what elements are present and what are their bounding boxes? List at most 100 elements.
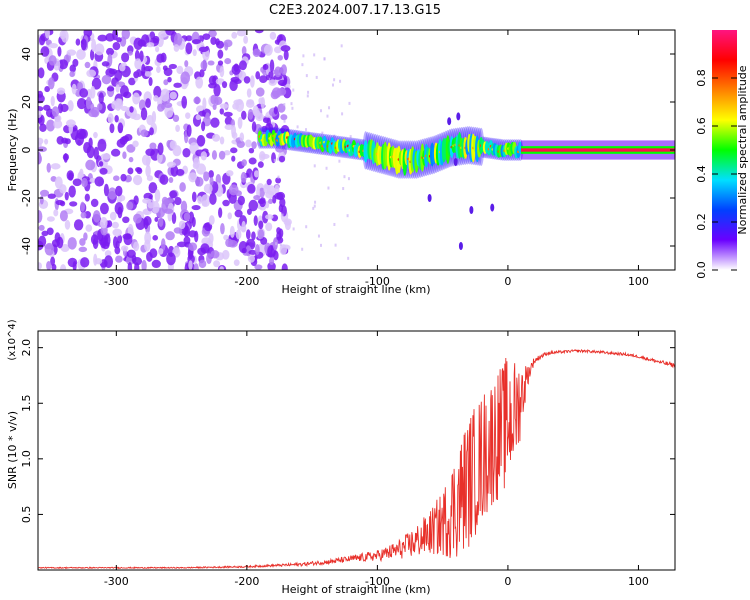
noise-cell <box>83 232 88 241</box>
noise-cell <box>333 78 336 82</box>
noise-cell <box>283 119 286 123</box>
noise-cell <box>200 151 208 161</box>
noise-cell <box>227 212 233 220</box>
noise-cell <box>320 243 323 247</box>
noise-cell <box>133 213 142 224</box>
noise-cell <box>233 99 243 106</box>
noise-cell <box>129 106 134 113</box>
snr-x-ticks: -300 -200 -100 0 100 <box>104 331 649 588</box>
noise-cell <box>340 44 343 48</box>
noise-cell <box>132 113 142 121</box>
snr-y-label: SNR (10 * v/v) <box>6 411 19 489</box>
noise-cell <box>193 96 201 105</box>
snr-y-tick-label: 0.5 <box>20 506 33 524</box>
noise-cell <box>217 60 224 66</box>
noise-cell <box>60 264 67 270</box>
noise-cell <box>276 227 281 235</box>
noise-cell <box>76 49 86 60</box>
noise-cell <box>154 216 159 223</box>
noise-cell <box>202 33 211 40</box>
noise-cell <box>84 61 91 69</box>
noise-cell <box>180 71 191 85</box>
noise-cell <box>314 200 317 204</box>
noise-cell <box>248 157 257 165</box>
noise-cell <box>191 191 197 203</box>
noise-cell <box>195 176 204 187</box>
noise-cell <box>173 82 182 88</box>
noise-cell <box>133 71 140 79</box>
noise-cell <box>219 66 225 78</box>
noise-cell <box>341 112 344 116</box>
noise-cell <box>46 261 52 270</box>
noise-cell <box>239 132 245 142</box>
noise-cell <box>173 227 183 234</box>
noise-cell <box>85 96 92 110</box>
signal-outlier <box>412 338 416 346</box>
noise-cell <box>292 88 295 92</box>
noise-cell <box>80 211 87 219</box>
noise-cell <box>186 124 192 137</box>
noise-cell <box>283 103 286 107</box>
noise-cell <box>193 157 200 168</box>
noise-cell <box>146 42 155 48</box>
noise-cell <box>154 189 161 203</box>
noise-cell <box>280 45 291 52</box>
snr-y-tick-label: 1.5 <box>20 395 33 413</box>
noise-cell <box>143 65 154 72</box>
noise-cell <box>79 238 86 246</box>
noise-cell <box>266 178 272 186</box>
noise-cell <box>79 88 89 98</box>
noise-cell <box>114 69 123 82</box>
noise-cell <box>188 172 198 183</box>
spectrogram-y-tick-label: 20 <box>20 95 33 109</box>
noise-cell <box>265 214 274 220</box>
noise-cell <box>203 171 210 182</box>
noise-cell <box>59 184 67 194</box>
noise-cell <box>239 60 247 71</box>
noise-cell <box>342 187 345 191</box>
noise-cell <box>195 114 201 121</box>
noise-cell <box>61 30 69 43</box>
noise-cell <box>158 30 168 38</box>
noise-cell <box>64 138 71 145</box>
noise-cell <box>258 220 264 230</box>
noise-cell <box>98 161 104 167</box>
noise-cell <box>166 161 177 168</box>
noise-cell <box>64 219 71 230</box>
noise-cell <box>38 67 45 79</box>
spectrogram-y-tick-label: -20 <box>20 189 33 207</box>
noise-cell <box>277 175 280 179</box>
noise-cell <box>72 58 79 67</box>
noise-cell <box>38 35 46 46</box>
noise-cell <box>79 168 84 179</box>
noise-cell <box>233 259 240 266</box>
noise-cell <box>205 112 210 120</box>
noise-cell <box>175 124 180 133</box>
noise-cell <box>207 60 215 66</box>
noise-cell <box>60 243 70 253</box>
spectrogram-y-tick-label: -40 <box>20 237 33 255</box>
noise-cell <box>165 30 175 36</box>
noise-cell <box>39 123 47 133</box>
noise-cell <box>221 81 228 89</box>
noise-cell <box>233 78 242 85</box>
noise-cell <box>145 148 156 156</box>
colorbar-label: Normalized spectral amplitude <box>736 65 749 234</box>
noise-cell <box>237 195 245 206</box>
noise-cell <box>46 162 51 173</box>
noise-cell <box>55 199 65 206</box>
noise-cell <box>44 30 50 39</box>
noise-cell <box>208 30 217 38</box>
noise-cell <box>153 95 159 102</box>
signal-outlier <box>447 117 452 126</box>
noise-cell <box>120 105 129 112</box>
noise-cell <box>202 97 207 110</box>
noise-cell <box>325 166 328 170</box>
noise-cell <box>346 214 349 218</box>
noise-cell <box>140 129 149 137</box>
noise-cell <box>296 125 299 129</box>
noise-cell <box>276 87 287 96</box>
noise-cell <box>246 208 252 215</box>
